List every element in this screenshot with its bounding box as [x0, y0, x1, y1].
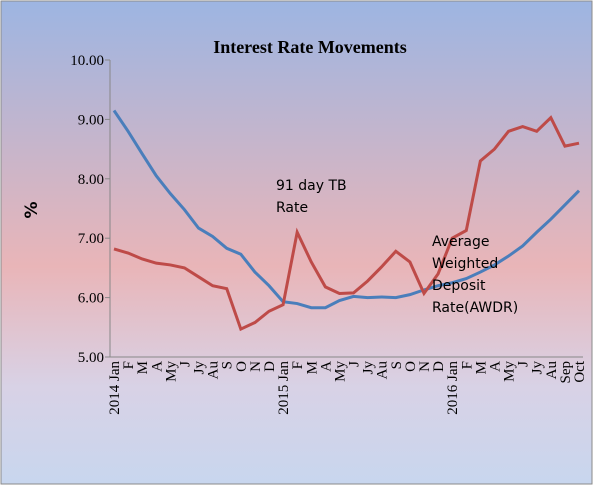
x-tick-label: 2016 Jan	[445, 361, 461, 415]
y-tick-label: 5.00	[78, 350, 104, 366]
chart-title: Interest Rate Movements	[213, 37, 407, 57]
x-tick-label: My	[332, 361, 348, 382]
series-line	[113, 115, 580, 332]
y-tick-label: 9.00	[78, 112, 104, 128]
series-line	[112, 109, 581, 310]
y-tick-label: 6.00	[78, 291, 104, 307]
x-tick-label: Au	[206, 361, 222, 380]
x-tick-label: F	[459, 361, 475, 369]
x-tick-label: N	[248, 361, 264, 372]
x-tick-label: My	[502, 361, 518, 382]
x-tick-label: Oct	[572, 360, 588, 382]
x-tick-label: A	[149, 361, 165, 372]
x-tick-label: N	[417, 361, 433, 372]
annotation-line: Rate(AWDR)	[432, 300, 518, 316]
y-axis-label: %	[22, 201, 42, 218]
x-tick-label: Au	[375, 361, 391, 380]
x-tick-label: Jy	[361, 361, 377, 375]
x-tick-label: J	[347, 361, 363, 367]
x-tick-label: F	[290, 361, 306, 369]
x-tick-label: O	[234, 361, 250, 372]
x-tick-label: M	[473, 361, 489, 374]
annotation: Average Weighted Deposit Rate(AWDR)	[432, 234, 518, 316]
x-tick-label: D	[262, 361, 278, 372]
x-tick-label: 2015 Jan	[276, 361, 292, 415]
annotation-line: Rate	[276, 200, 308, 216]
x-tick-label: J	[177, 361, 193, 367]
x-tick-label: S	[389, 361, 405, 369]
y-tick-label: 10.00	[70, 53, 104, 69]
annotation-line: Average	[432, 234, 490, 250]
annotation-line: Weighted	[432, 256, 498, 272]
x-tick-label: D	[431, 361, 447, 372]
x-tick-label: M	[304, 361, 320, 374]
x-tick-label: Au	[544, 361, 560, 380]
x-tick-label: Sep	[558, 361, 574, 384]
x-tick-label: Jy	[530, 361, 546, 375]
annotation-line: 91 day TB	[276, 178, 347, 194]
y-tick-label: 8.00	[78, 172, 104, 188]
x-tick-label: 2014 Jan	[107, 361, 123, 415]
x-tick-label: A	[318, 361, 334, 372]
x-tick-label: S	[220, 361, 236, 369]
x-tick-label: Jy	[192, 361, 208, 375]
x-tick-label: O	[403, 361, 419, 372]
x-tick-label: A	[487, 361, 503, 372]
annotation-line: Deposit	[432, 278, 486, 294]
x-tick-label: My	[163, 361, 179, 382]
x-tick-label: F	[121, 361, 137, 369]
x-tick-label: J	[516, 361, 532, 367]
annotation: 91 day TB Rate	[276, 178, 347, 216]
x-tick-label: M	[135, 361, 151, 374]
y-tick-label: 7.00	[78, 231, 104, 247]
